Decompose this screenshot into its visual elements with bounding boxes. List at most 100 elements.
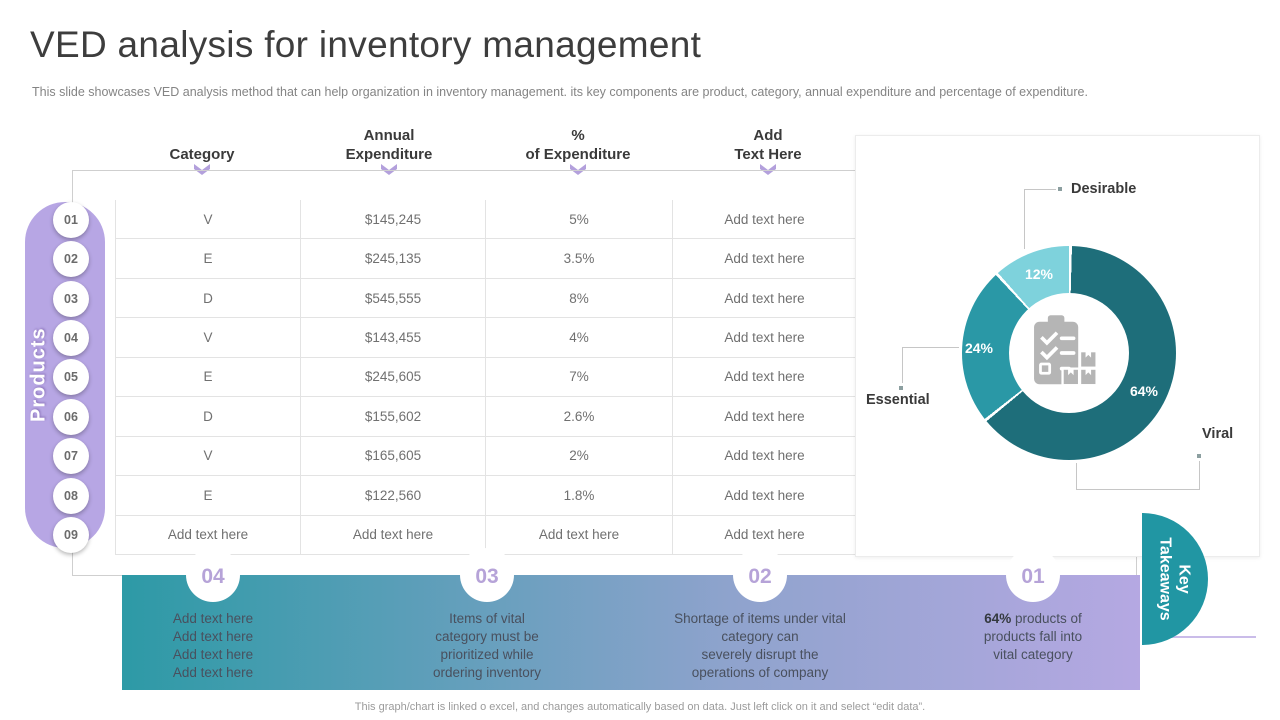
takeaway-item: Shortage of items under vital category c… [630,610,890,682]
table-cell: $545,555 [301,278,486,319]
table-cell: 2% [486,436,673,477]
product-number-badge: 01 [53,202,89,238]
table-cell: $143,455 [301,318,486,358]
takeaway-text-line: ordering inventory [432,665,542,680]
leader-line [1024,189,1056,190]
donut-label-desirable: Desirable [1071,181,1137,197]
accent-line [1150,636,1256,638]
column-header-pct-expenditure: % of Expenditure [525,127,631,163]
product-number-badge: 05 [53,359,89,395]
donut-pct-label: 64% [1129,383,1159,399]
leader-line [902,347,959,348]
takeaway-text-line: Add text here [172,647,254,662]
table-cell-placeholder[interactable]: Add text here [673,358,856,398]
table-cell: 8% [486,278,673,319]
takeaway-text-line: prioritized while [440,647,534,662]
table-cell-placeholder[interactable]: Add text here [673,397,856,437]
takeaways-bar [122,575,1140,690]
takeaway-notch [733,548,787,602]
donut-label-viral: Viral [1202,426,1234,442]
takeaway-notch [1006,548,1060,602]
takeaway-text-line: vital category [993,647,1073,662]
leader-dot [1197,454,1201,458]
table-cell: 3.5% [486,239,673,279]
footer-note: This graph/chart is linked o excel, and … [354,701,926,713]
table-cell-placeholder[interactable]: Add text here [486,515,673,555]
leader-dot [899,386,903,390]
table-cell-placeholder[interactable]: Add text here [301,515,486,555]
table-cell-placeholder[interactable]: Add text here [673,279,856,319]
leader-line [1199,461,1200,490]
table-cell: 2.6% [486,397,673,437]
table-cell: $245,135 [301,239,486,279]
leader-dot [1058,187,1062,191]
table-cell: $155,602 [301,397,486,437]
donut-label-essential: Essential [866,392,930,408]
table-cell-placeholder[interactable]: Add text here [673,437,856,477]
page-title: VED analysis for inventory management [30,24,702,65]
table-cell-placeholder[interactable]: Add text here [673,200,856,240]
table-cell: E [116,357,301,398]
table-cell: D [116,278,301,319]
product-number-badge: 04 [53,320,89,356]
table-cell-placeholder[interactable]: Add text here [673,318,856,358]
table-cell-placeholder[interactable]: Add text here [673,239,856,279]
table-cell: 1.8% [486,476,673,516]
bracket-line-bottom [72,575,122,576]
column-header-add-text: Add Text Here [734,127,802,163]
takeaway-number: 02 [748,565,772,588]
table-cell: V [116,318,301,358]
takeaway-number: 01 [1021,565,1045,588]
table-cell: $122,560 [301,476,486,516]
table-cell: $145,245 [301,200,486,240]
bracket-line-right [1136,555,1137,575]
product-number-badge: 02 [53,241,89,277]
products-label: Products [27,327,50,423]
takeaway-text-line: 64% products of [984,611,1082,626]
header-rule-line [72,170,858,171]
takeaway-text-line: Add text here [172,611,254,626]
product-number-badge: 03 [53,281,89,317]
takeaway-item[interactable]: Add text here Add text here Add text her… [83,610,343,682]
key-takeaways-label: Key [1176,564,1194,594]
takeaway-text-line: severely disrupt the [701,647,819,662]
donut-hole [1009,293,1129,413]
table-cell: V [116,200,301,240]
product-number-badge: 06 [53,399,89,435]
table-cell: 7% [486,357,673,398]
product-number-badge: 07 [53,438,89,474]
donut-pct-label: 12% [1024,266,1054,282]
ved-table: V $145,245 5% Add text here E $245,135 3… [115,200,856,555]
leader-line [902,347,903,383]
takeaway-item: Items of vital category must be prioriti… [357,610,617,682]
donut-pct-label: 24% [964,340,994,356]
table-cell: E [116,239,301,279]
table-cell: $245,605 [301,357,486,398]
table-cell: D [116,397,301,437]
leader-line [1024,189,1025,249]
inventory-checklist-icon [1034,315,1098,387]
takeaway-text-line: products fall into [983,629,1083,644]
takeaway-text-line: operations of company [691,665,829,680]
chart-card: 64% 24% 12% Desirable Essential Viral [855,135,1260,557]
takeaway-number: 04 [201,565,225,588]
takeaway-text-line: Shortage of items under vital [674,611,846,626]
takeaway-notch [186,548,240,602]
slide-subtitle: This slide showcases VED analysis method… [32,85,1088,99]
leader-line [1076,489,1200,490]
takeaway-text-line: Add text here [172,665,254,680]
column-header-category: Category [169,146,235,163]
takeaway-notch [460,548,514,602]
takeaway-number: 03 [475,565,499,588]
key-takeaways-label: Takeaways [1157,537,1175,621]
product-number-badge: 08 [53,478,89,514]
table-cell-placeholder[interactable]: Add text here [673,476,856,516]
column-header-annual-expenditure: Annual Expenditure [345,127,433,163]
leader-line [1076,463,1077,490]
table-cell: $165,605 [301,436,486,477]
takeaway-item: 64% products of products fall into vital… [903,610,1163,664]
table-cell: 4% [486,318,673,358]
takeaway-text-line: Add text here [172,629,254,644]
table-cell: E [116,476,301,516]
